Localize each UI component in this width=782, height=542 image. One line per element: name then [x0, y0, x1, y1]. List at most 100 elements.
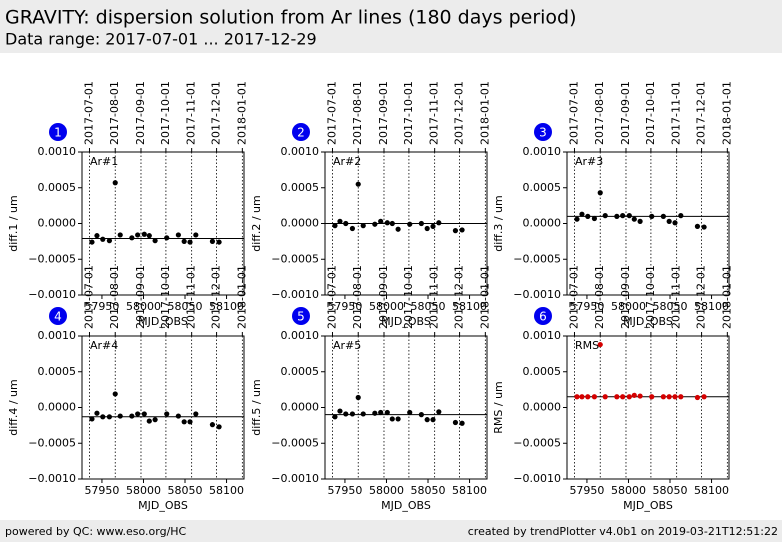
x-tick-label: 58000: [611, 484, 646, 497]
data-point: [129, 235, 135, 241]
x-tick-label: 57950: [569, 484, 604, 497]
x-tick-label: 58100: [694, 300, 729, 313]
date-tick-label: 2017-08-01: [351, 265, 364, 329]
data-point: [117, 232, 123, 238]
x-tick-label: 58100: [694, 484, 729, 497]
panel-badge-number: 6: [539, 310, 547, 324]
x-axis-label: MJD_OBS: [138, 499, 188, 512]
x-tick-label: 58000: [369, 300, 404, 313]
date-tick-label: 2017-08-01: [593, 81, 606, 145]
panel-label: Ar#2: [333, 155, 361, 168]
data-point: [164, 411, 170, 417]
data-point: [602, 394, 608, 400]
data-point: [343, 411, 349, 417]
x-tick-label: 58050: [411, 484, 446, 497]
x-axis-label: MJD_OBS: [623, 315, 673, 328]
data-point: [694, 394, 701, 401]
data-point: [649, 394, 655, 400]
y-tick-label: −0.0010: [28, 472, 76, 485]
y-tick-label: 0.0005: [38, 365, 77, 378]
data-point: [452, 419, 459, 426]
date-tick-label: 2017-12-01: [695, 81, 708, 145]
x-tick-label: 58100: [209, 484, 244, 497]
data-point: [597, 190, 603, 196]
y-tick-label: 0.0005: [523, 365, 562, 378]
x-axis-label: MJD_OBS: [623, 499, 673, 512]
y-axis-label: diff.3 / um: [492, 195, 505, 252]
data-point: [332, 414, 338, 420]
data-point: [678, 213, 684, 219]
x-tick-label: 57950: [569, 300, 604, 313]
date-tick-label: 2017-07-01: [82, 81, 95, 145]
panel-badge: [534, 307, 552, 325]
data-point: [597, 341, 603, 348]
data-point: [585, 213, 591, 219]
data-point: [94, 233, 100, 239]
y-tick-label: −0.0005: [513, 252, 561, 265]
data-point: [395, 226, 401, 232]
data-point: [187, 419, 193, 425]
plot-frame: [81, 335, 245, 480]
panel-label: Ar#5: [333, 339, 361, 352]
date-tick-label: 2017-07-01: [567, 81, 580, 145]
panel-badge: [292, 307, 310, 325]
data-point: [424, 417, 430, 423]
panel-badge-number: 2: [297, 126, 305, 140]
data-point: [135, 411, 141, 417]
data-point: [129, 413, 135, 419]
data-point: [672, 220, 678, 226]
data-point: [585, 394, 591, 400]
date-tick-label: 2017-11-01: [670, 81, 683, 145]
data-point: [106, 414, 113, 420]
y-tick-label: −0.0005: [271, 436, 319, 449]
date-tick-label: 2018-01-01: [720, 81, 733, 145]
panel-badge-number: 3: [539, 126, 547, 140]
x-tick-label: 58050: [653, 300, 688, 313]
panel-badge-number: 5: [297, 310, 305, 324]
data-point: [574, 394, 580, 400]
data-point: [631, 392, 637, 398]
plot-frame: [566, 335, 730, 480]
data-point: [626, 394, 632, 400]
footer-band: [0, 520, 782, 542]
y-axis-label: diff.5 / um: [250, 379, 263, 436]
data-point: [660, 213, 666, 219]
date-tick-label: 2017-11-01: [670, 265, 683, 329]
data-point: [193, 232, 199, 238]
data-point: [209, 422, 216, 428]
data-point: [89, 239, 95, 245]
y-tick-label: 0.0010: [38, 329, 77, 342]
data-point: [666, 394, 672, 400]
data-point: [649, 213, 655, 219]
data-point: [175, 413, 181, 419]
data-point: [395, 416, 401, 422]
data-point: [187, 239, 193, 245]
page-subtitle: Data range: 2017-07-01 ... 2017-12-29: [5, 30, 317, 49]
data-point: [89, 416, 95, 422]
y-tick-label: −0.0005: [28, 436, 76, 449]
panel-badge-number: 1: [54, 126, 62, 140]
panel-label: Ar#4: [90, 339, 118, 352]
y-axis-label: diff.1 / um: [7, 195, 20, 252]
date-tick-label: 2017-09-01: [134, 81, 147, 145]
data-point: [146, 233, 152, 239]
data-point: [626, 213, 632, 219]
y-tick-label: 0.0010: [281, 145, 320, 158]
data-point: [360, 411, 366, 417]
y-tick-label: 0.0005: [38, 181, 77, 194]
data-point: [459, 420, 465, 426]
data-point: [175, 232, 181, 238]
data-point: [360, 223, 366, 229]
y-tick-label: 0.0000: [38, 401, 77, 414]
data-point: [372, 221, 378, 227]
data-point: [389, 416, 395, 422]
data-point: [637, 218, 643, 224]
data-point: [430, 417, 436, 423]
data-point: [591, 215, 598, 222]
data-point: [614, 394, 620, 400]
panel-badge: [49, 123, 67, 141]
data-point: [94, 410, 100, 416]
data-point: [620, 394, 626, 400]
x-axis-label: MJD_OBS: [381, 499, 431, 512]
